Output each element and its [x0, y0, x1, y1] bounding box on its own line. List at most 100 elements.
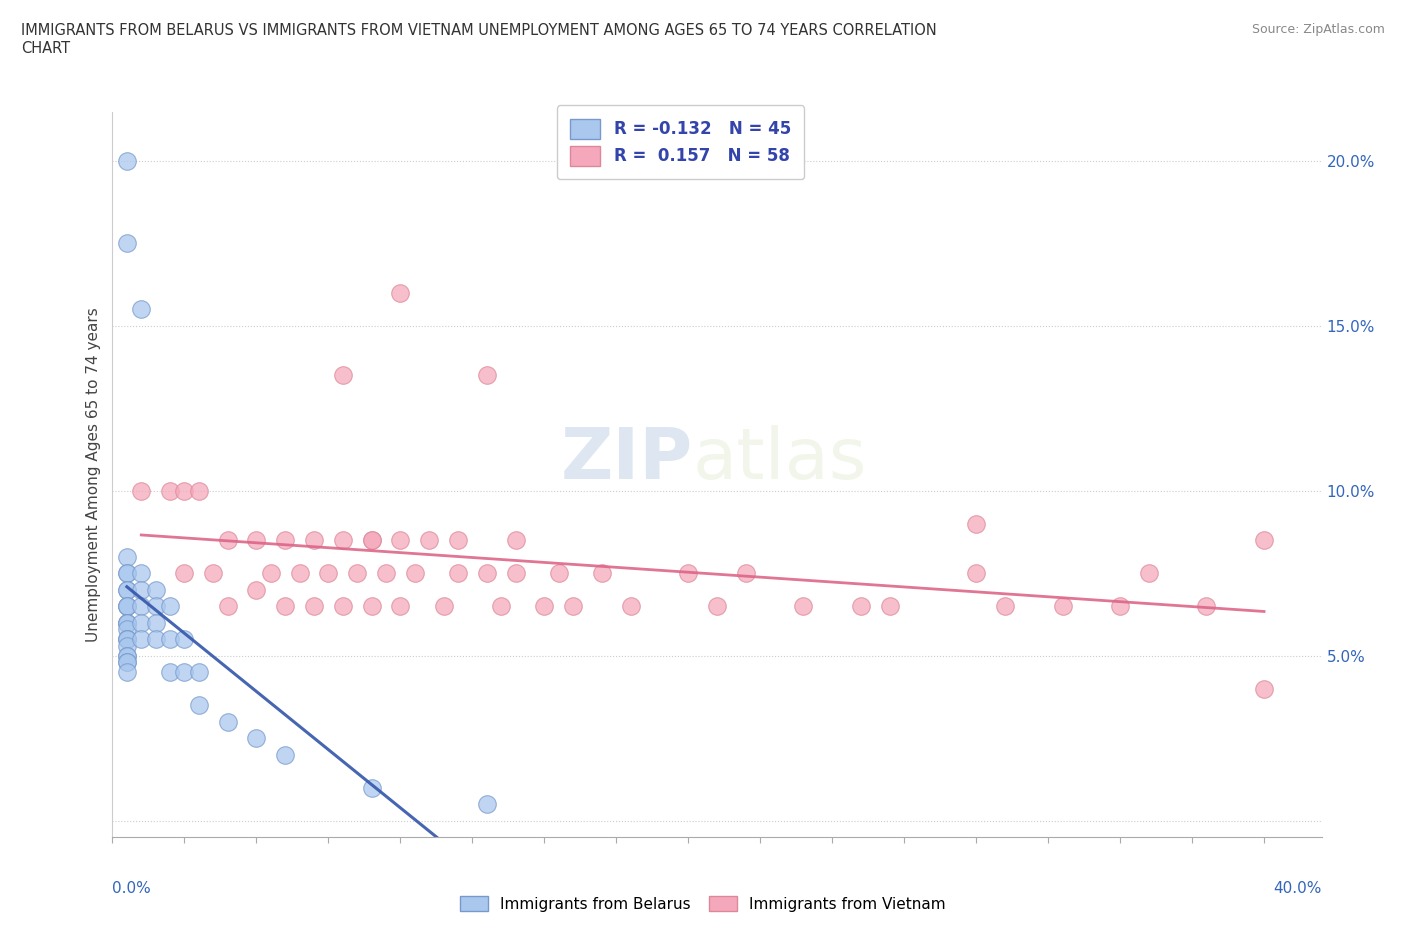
Point [447, 533, 470, 548]
Point [475, 565, 498, 580]
Legend: Immigrants from Belarus, Immigrants from Vietnam: Immigrants from Belarus, Immigrants from… [454, 889, 952, 918]
Point [879, 599, 901, 614]
Point [965, 516, 987, 531]
Point [115, 599, 138, 614]
Text: atlas: atlas [693, 425, 868, 494]
Point [173, 665, 195, 680]
Point [1052, 599, 1074, 614]
Point [115, 655, 138, 670]
Point [404, 565, 426, 580]
Point [187, 698, 209, 712]
Point [115, 153, 138, 168]
Point [159, 484, 181, 498]
Point [115, 631, 138, 646]
Point [115, 638, 138, 653]
Point [591, 565, 613, 580]
Point [202, 565, 225, 580]
Point [217, 714, 239, 729]
Point [115, 631, 138, 646]
Point [115, 582, 138, 597]
Point [129, 631, 152, 646]
Point [318, 565, 340, 580]
Point [447, 565, 470, 580]
Point [332, 533, 354, 548]
Legend: R = -0.132   N = 45, R =  0.157   N = 58: R = -0.132 N = 45, R = 0.157 N = 58 [557, 105, 804, 179]
Point [129, 565, 152, 580]
Point [129, 582, 152, 597]
Point [706, 599, 728, 614]
Point [360, 599, 382, 614]
Point [260, 565, 283, 580]
Point [505, 565, 527, 580]
Point [145, 631, 167, 646]
Point [1195, 599, 1218, 614]
Point [115, 631, 138, 646]
Point [173, 565, 195, 580]
Point [145, 616, 167, 631]
Point [288, 565, 311, 580]
Point [274, 747, 297, 762]
Point [1253, 681, 1275, 696]
Point [187, 665, 209, 680]
Point [274, 599, 297, 614]
Point [115, 550, 138, 565]
Point [389, 533, 412, 548]
Point [115, 648, 138, 663]
Point [115, 599, 138, 614]
Point [217, 599, 239, 614]
Point [475, 797, 498, 812]
Point [389, 599, 412, 614]
Text: Source: ZipAtlas.com: Source: ZipAtlas.com [1251, 23, 1385, 36]
Point [389, 286, 412, 300]
Point [302, 533, 325, 548]
Point [562, 599, 585, 614]
Text: IMMIGRANTS FROM BELARUS VS IMMIGRANTS FROM VIETNAM UNEMPLOYMENT AMONG AGES 65 TO: IMMIGRANTS FROM BELARUS VS IMMIGRANTS FR… [21, 23, 936, 56]
Point [1253, 533, 1275, 548]
Point [475, 368, 498, 383]
Point [346, 565, 368, 580]
Point [792, 599, 814, 614]
Point [115, 565, 138, 580]
Point [159, 599, 181, 614]
Point [115, 616, 138, 631]
Point [173, 484, 195, 498]
Point [245, 582, 267, 597]
Point [533, 599, 555, 614]
Point [245, 533, 267, 548]
Point [129, 484, 152, 498]
Point [620, 599, 643, 614]
Point [115, 616, 138, 631]
Point [1109, 599, 1132, 614]
Point [159, 665, 181, 680]
Point [245, 731, 267, 746]
Point [678, 565, 700, 580]
Point [302, 599, 325, 614]
Point [360, 533, 382, 548]
Point [115, 236, 138, 251]
Point [115, 648, 138, 663]
Point [145, 599, 167, 614]
Point [489, 599, 512, 614]
Point [994, 599, 1017, 614]
Point [432, 599, 454, 614]
Point [360, 780, 382, 795]
Point [115, 616, 138, 631]
Text: 40.0%: 40.0% [1274, 881, 1322, 896]
Point [332, 368, 354, 383]
Point [173, 631, 195, 646]
Point [360, 533, 382, 548]
Point [332, 599, 354, 614]
Point [115, 655, 138, 670]
Point [115, 622, 138, 637]
Point [274, 533, 297, 548]
Y-axis label: Unemployment Among Ages 65 to 74 years: Unemployment Among Ages 65 to 74 years [86, 307, 101, 642]
Point [187, 484, 209, 498]
Point [145, 582, 167, 597]
Point [115, 565, 138, 580]
Point [849, 599, 872, 614]
Point [547, 565, 569, 580]
Point [1137, 565, 1160, 580]
Point [129, 616, 152, 631]
Text: ZIP: ZIP [561, 425, 693, 494]
Point [375, 565, 398, 580]
